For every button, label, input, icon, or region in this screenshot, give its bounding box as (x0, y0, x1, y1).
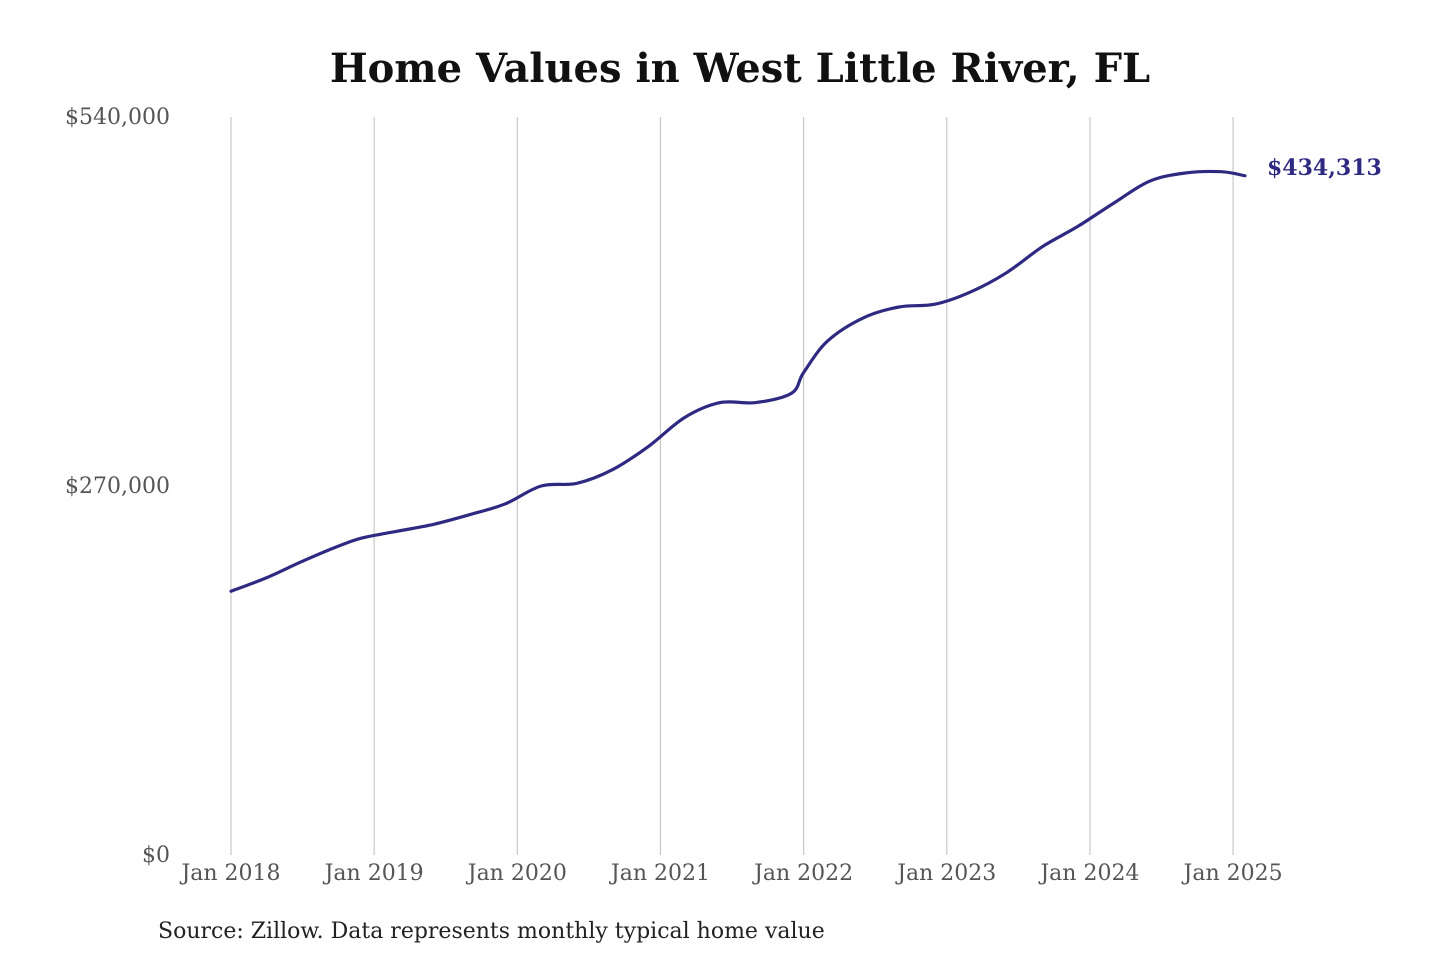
series-line (229, 169, 1247, 593)
x-tick-label: Jan 2023 (895, 861, 996, 886)
chart-title: Home Values in West Little River, FL (330, 45, 1150, 92)
y-tick-label: $0 (142, 843, 170, 868)
y-tick-label: $540,000 (65, 105, 170, 130)
end-value-label: $434,313 (1267, 155, 1382, 181)
source-note: Source: Zillow. Data represents monthly … (158, 919, 825, 944)
vertical-gridlines (230, 117, 1234, 855)
x-tick-label: Jan 2022 (752, 861, 853, 886)
x-tick-label: Jan 2025 (1182, 861, 1283, 886)
x-tick-label: Jan 2019 (323, 861, 424, 886)
y-axis-tick-labels: $540,000 $270,000 $0 (65, 105, 170, 868)
y-tick-label: $270,000 (65, 474, 170, 499)
x-tick-label: Jan 2020 (466, 861, 567, 886)
x-axis-tick-labels: Jan 2018 Jan 2019 Jan 2020 Jan 2021 Jan 2022… (179, 861, 1282, 886)
x-tick-label: Jan 2024 (1038, 861, 1139, 886)
x-tick-label: Jan 2021 (609, 861, 710, 886)
x-tick-label: Jan 2018 (179, 861, 280, 886)
